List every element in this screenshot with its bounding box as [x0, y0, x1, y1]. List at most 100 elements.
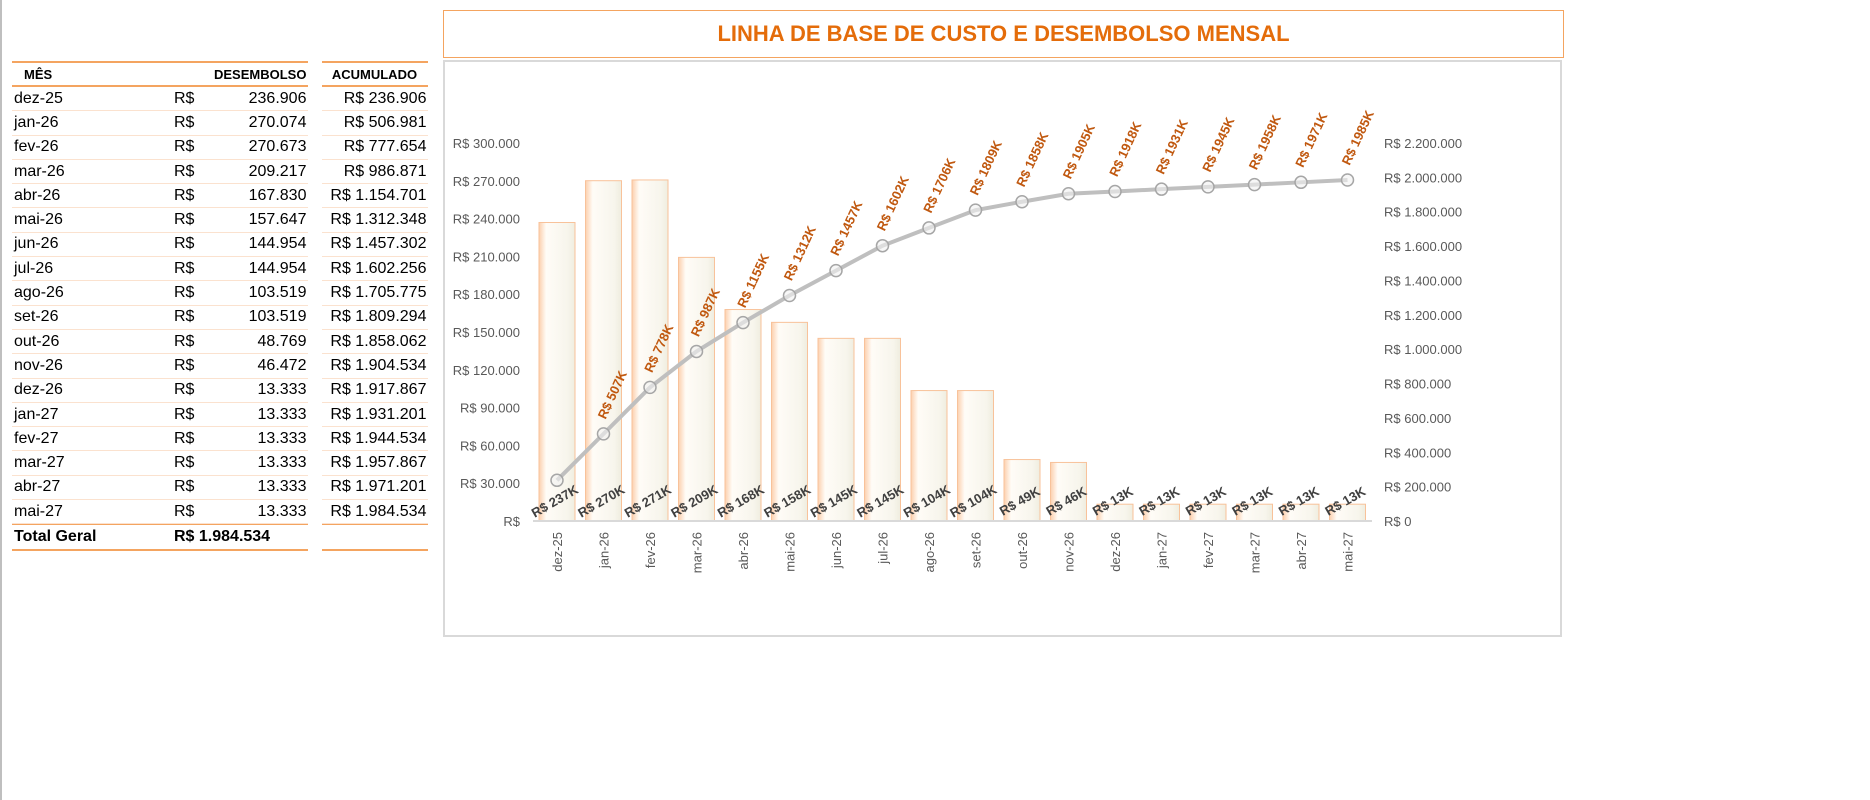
- table-row: out-26 R$ 48.769 R$ 1.858.062: [12, 330, 429, 355]
- cumulative-value-label: R$ 1905K: [1060, 121, 1099, 181]
- line-point: [1015, 195, 1029, 209]
- right-axis-tick: R$ 200.000: [1384, 480, 1451, 495]
- bar: [585, 180, 622, 522]
- currency-cell: R$: [174, 379, 214, 403]
- line-point: [1340, 173, 1355, 187]
- month-cell: set-26: [12, 306, 174, 330]
- accumulated-cell: R$ 1.931.201: [322, 403, 429, 428]
- left-axis-tick: R$ 240.000: [453, 212, 520, 227]
- cumulative-line: [555, 178, 1348, 482]
- cumulative-value-label: R$ 1312K: [781, 223, 820, 283]
- line-point: [550, 473, 564, 488]
- month-cell: dez-26: [12, 379, 174, 403]
- category-label: mai-26: [783, 532, 798, 572]
- category-label: jul-26: [876, 532, 891, 565]
- month-cell: abr-26: [12, 184, 174, 209]
- table-row: mai-27 R$ 13.333 R$ 1.984.534: [12, 500, 429, 525]
- cumulative-value-label: R$ 1958K: [1246, 112, 1285, 172]
- table-row: set-26 R$ 103.519 R$ 1.809.294: [12, 306, 429, 330]
- accumulated-cell: R$ 1.944.534: [322, 427, 429, 452]
- line-point: [922, 221, 936, 235]
- header-month: MÊS: [12, 61, 174, 87]
- right-axis-tick: R$ 1.400.000: [1384, 273, 1462, 288]
- currency-cell: R$: [174, 330, 214, 355]
- table-row: abr-27 R$ 13.333 R$ 1.971.201: [12, 476, 429, 501]
- disbursement-cell: 157.647: [214, 208, 309, 233]
- accumulated-cell: R$ 1.957.867: [322, 451, 429, 476]
- category-label: nov-26: [1062, 532, 1077, 572]
- cumulative-value-label: R$ 1918K: [1106, 119, 1145, 179]
- right-axis-tick: R$ 1.800.000: [1384, 205, 1462, 220]
- line-point: [782, 288, 797, 303]
- currency-cell: R$: [174, 184, 214, 209]
- cumulative-value-label: R$ 1457K: [827, 198, 866, 258]
- disbursement-cell: 103.519: [214, 281, 309, 306]
- category-label: set-26: [969, 532, 984, 568]
- table-row: nov-26 R$ 46.472 R$ 1.904.534: [12, 354, 429, 379]
- category-label: mai-27: [1341, 532, 1356, 572]
- currency-cell: R$: [174, 257, 214, 282]
- month-cell: jul-26: [12, 257, 174, 282]
- table-row: abr-26 R$ 167.830 R$ 1.154.701: [12, 184, 429, 209]
- disbursement-table: MÊS DESEMBOLSO ACUMULADO dez-25 R$ 236.9…: [12, 61, 429, 551]
- cumulative-value-label: R$ 1858K: [1013, 129, 1052, 189]
- disbursement-cell: 13.333: [214, 476, 309, 501]
- right-axis-tick: R$ 1.600.000: [1384, 239, 1462, 254]
- category-label: out-26: [1015, 532, 1030, 569]
- month-cell: mar-27: [12, 451, 174, 476]
- category-label: mar-27: [1248, 532, 1263, 573]
- category-label: fev-27: [1201, 532, 1216, 568]
- category-label: dez-25: [550, 532, 565, 572]
- bar: [771, 321, 808, 522]
- month-cell: dez-25: [12, 87, 174, 112]
- table-row: jan-27 R$ 13.333 R$ 1.931.201: [12, 403, 429, 428]
- table-row: fev-27 R$ 13.333 R$ 1.944.534: [12, 427, 429, 452]
- accumulated-cell: R$ 1.984.534: [322, 500, 429, 525]
- currency-cell: R$: [174, 500, 214, 525]
- table-header: MÊS DESEMBOLSO ACUMULADO: [12, 61, 429, 87]
- currency-cell: R$: [174, 427, 214, 452]
- cumulative-value-label: R$ 1809K: [967, 137, 1006, 197]
- cumulative-value-label: R$ 1602K: [874, 173, 913, 233]
- accumulated-cell: R$ 1.809.294: [322, 306, 429, 330]
- accumulated-cell: R$ 1.457.302: [322, 233, 429, 258]
- bar: [678, 256, 715, 522]
- line-point: [1061, 187, 1076, 201]
- bar: [538, 221, 576, 522]
- bar: [957, 390, 994, 522]
- currency-cell: R$: [174, 208, 214, 233]
- bar: [631, 179, 669, 522]
- currency-cell: R$: [174, 160, 214, 185]
- accumulated-cell: R$ 1.917.867: [322, 379, 429, 403]
- line-point: [1247, 177, 1262, 192]
- table-row: jan-26 R$ 270.074 R$ 506.981: [12, 111, 429, 136]
- currency-cell: R$: [174, 281, 214, 306]
- line-point: [689, 344, 704, 359]
- currency-cell: R$: [174, 111, 214, 136]
- currency-cell: R$: [174, 136, 214, 160]
- table-row: jul-26 R$ 144.954 R$ 1.602.256: [12, 257, 429, 282]
- category-label: abr-27: [1294, 532, 1309, 570]
- accumulated-cell: R$ 1.971.201: [322, 476, 429, 501]
- month-cell: fev-26: [12, 136, 174, 160]
- accumulated-cell: R$ 986.871: [322, 160, 429, 185]
- disbursement-cell: 13.333: [214, 500, 309, 525]
- currency-cell: R$: [174, 354, 214, 379]
- month-cell: jan-27: [12, 403, 174, 428]
- right-axis-tick: R$ 800.000: [1384, 377, 1451, 392]
- bar: [1050, 461, 1087, 522]
- accumulated-cell: R$ 236.906: [322, 87, 429, 112]
- accumulated-cell: R$ 1.602.256: [322, 257, 429, 282]
- chart-area: [443, 60, 1562, 637]
- accumulated-cell: R$ 1.312.348: [322, 208, 429, 233]
- table-row: ago-26 R$ 103.519 R$ 1.705.775: [12, 281, 429, 306]
- category-label: dez-26: [1108, 532, 1123, 572]
- table-row: mai-26 R$ 157.647 R$ 1.312.348: [12, 208, 429, 233]
- cumulative-value-label: R$ 1945K: [1199, 114, 1238, 174]
- right-axis-tick: R$ 600.000: [1384, 411, 1451, 426]
- month-cell: fev-27: [12, 427, 174, 452]
- table-row: mar-26 R$ 209.217 R$ 986.871: [12, 160, 429, 185]
- total-row: Total Geral R$ 1.984.534: [12, 524, 429, 551]
- header-accumulated: ACUMULADO: [322, 61, 429, 87]
- month-cell: mai-27: [12, 500, 174, 525]
